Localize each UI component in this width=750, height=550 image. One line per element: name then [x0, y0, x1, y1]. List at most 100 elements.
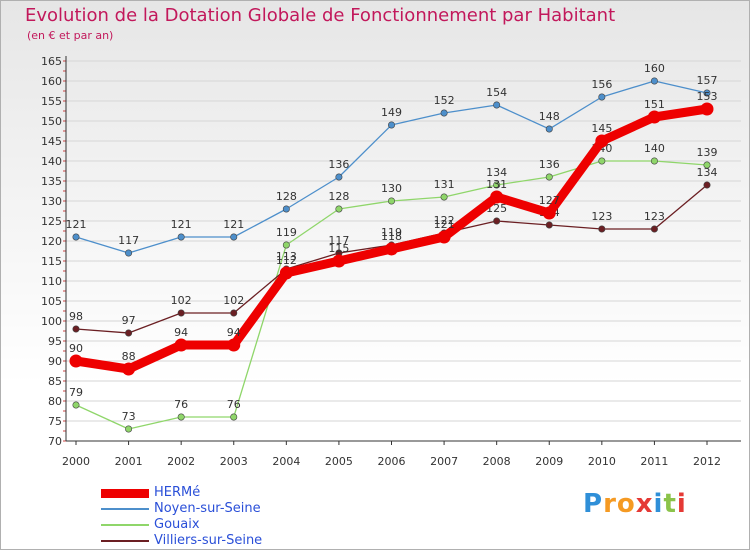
legend-swatch — [101, 508, 149, 510]
data-label: 134 — [697, 166, 718, 179]
logo-letter: P — [583, 489, 604, 519]
y-tick-label: 70 — [48, 435, 62, 448]
y-tick-label: 160 — [41, 75, 62, 88]
x-tick-label: 2010 — [588, 455, 616, 468]
data-point — [650, 77, 658, 85]
y-tick-label: 80 — [48, 395, 62, 408]
data-point — [598, 225, 606, 233]
y-tick-label: 155 — [41, 95, 62, 108]
legend-swatch — [101, 524, 149, 526]
data-point — [177, 413, 185, 421]
data-point — [125, 329, 133, 337]
data-point — [279, 266, 293, 280]
data-point — [177, 233, 185, 241]
data-label: 156 — [591, 78, 612, 91]
data-point — [72, 325, 80, 333]
y-tick-label: 145 — [41, 135, 62, 148]
data-point — [493, 101, 501, 109]
x-tick-label: 2005 — [325, 455, 353, 468]
data-label: 139 — [697, 146, 718, 159]
x-tick-label: 2006 — [378, 455, 406, 468]
data-label: 102 — [223, 294, 244, 307]
legend-label: Gouaix — [154, 517, 200, 532]
data-point — [545, 173, 553, 181]
y-tick-label: 75 — [48, 415, 62, 428]
data-label: 97 — [122, 314, 136, 327]
y-tick-label: 120 — [41, 235, 62, 248]
data-point — [545, 221, 553, 229]
data-label: 121 — [66, 218, 87, 231]
data-point — [703, 89, 711, 97]
legend-label: Villiers-sur-Seine — [154, 533, 263, 548]
data-point — [227, 338, 241, 352]
data-point — [72, 233, 80, 241]
y-tick-label: 135 — [41, 175, 62, 188]
data-label: 98 — [69, 310, 83, 323]
proxiti-logo: Proxiti — [583, 489, 687, 519]
data-label: 157 — [697, 74, 718, 87]
data-point — [545, 125, 553, 133]
logo-letter: o — [616, 489, 636, 519]
data-point — [650, 157, 658, 165]
data-label: 118 — [381, 230, 402, 243]
logo-letter: r — [603, 489, 617, 519]
data-point — [440, 109, 448, 117]
data-label: 134 — [486, 166, 507, 179]
data-label: 117 — [328, 234, 349, 247]
data-label: 160 — [644, 62, 665, 75]
y-tick-label: 140 — [41, 155, 62, 168]
y-tick-label: 90 — [48, 355, 62, 368]
x-tick-label: 2003 — [220, 455, 248, 468]
data-point — [125, 249, 133, 257]
data-label: 76 — [227, 398, 241, 411]
data-label: 94 — [227, 326, 241, 339]
data-point — [703, 181, 711, 189]
data-label: 119 — [381, 226, 402, 239]
logo-letter: i — [653, 489, 664, 519]
data-label: 136 — [328, 158, 349, 171]
data-point — [700, 102, 714, 116]
data-point — [598, 157, 606, 165]
data-point — [282, 205, 290, 213]
data-label: 136 — [539, 158, 560, 171]
y-tick-label: 100 — [41, 315, 62, 328]
legend-swatch — [101, 488, 149, 498]
data-point — [542, 206, 556, 220]
x-tick-label: 2011 — [640, 455, 668, 468]
data-label: 90 — [69, 342, 83, 355]
legend-label: HERMé — [154, 485, 201, 500]
x-tick-label: 2002 — [167, 455, 195, 468]
x-tick-label: 2001 — [115, 455, 143, 468]
x-tick-label: 2009 — [535, 455, 563, 468]
legend-label: Noyen-sur-Seine — [154, 501, 261, 516]
data-label: 79 — [69, 386, 83, 399]
series-line-villiers-sur-seine — [75, 184, 708, 334]
data-label: 131 — [434, 178, 455, 191]
data-label: 152 — [434, 94, 455, 107]
y-tick-label: 105 — [41, 295, 62, 308]
y-tick-label: 165 — [41, 55, 62, 68]
data-point — [703, 161, 711, 169]
data-label: 122 — [434, 214, 455, 227]
logo-letter: i — [676, 489, 687, 519]
data-label: 123 — [644, 210, 665, 223]
data-label: 149 — [381, 106, 402, 119]
data-label: 102 — [171, 294, 192, 307]
data-point — [230, 413, 238, 421]
legend-swatch — [101, 540, 149, 542]
data-point — [493, 217, 501, 225]
line-chart: 70 75 80 85 90 95 100 105 110 115 120 125 130 135 140 1… — [41, 55, 741, 468]
chart-title: Evolution de la Dotation Globale de Fonc… — [25, 5, 616, 26]
data-point — [493, 181, 501, 189]
data-label: 117 — [118, 234, 139, 247]
data-label: 151 — [644, 98, 665, 111]
data-label: 121 — [171, 218, 192, 231]
data-point — [598, 93, 606, 101]
chart-subtitle: (en € et par an) — [27, 29, 114, 42]
y-tick-label: 110 — [41, 275, 62, 288]
data-label: 148 — [539, 110, 560, 123]
data-label: 145 — [591, 122, 612, 135]
logo-letter: x — [635, 489, 654, 519]
data-point — [72, 401, 80, 409]
